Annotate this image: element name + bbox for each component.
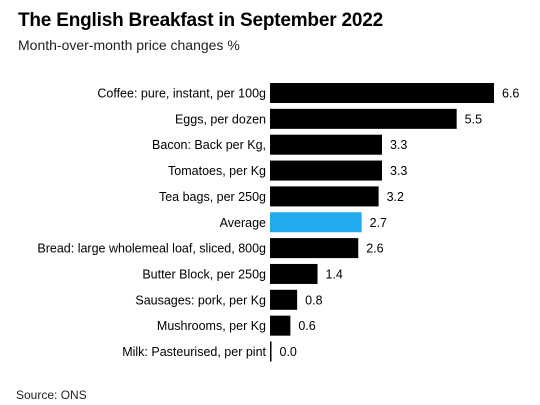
chart-subtitle: Month-over-month price changes % xyxy=(18,37,240,53)
category-label: Tomatoes, per Kg xyxy=(168,164,266,178)
value-label: 3.3 xyxy=(390,138,407,152)
category-label: Tea bags, per 250g xyxy=(159,190,266,204)
bar xyxy=(270,108,457,129)
bar xyxy=(270,341,272,362)
value-label: 2.6 xyxy=(366,242,383,256)
bar xyxy=(270,289,298,310)
bar xyxy=(270,238,359,259)
category-label: Sausages: pork, per Kg xyxy=(135,293,266,307)
value-label: 2.7 xyxy=(370,216,387,230)
value-label: 0.8 xyxy=(305,293,322,307)
value-label: 5.5 xyxy=(465,112,482,126)
category-label: Bacon: Back per Kg, xyxy=(152,138,266,152)
bar xyxy=(270,186,379,207)
bar xyxy=(270,134,382,155)
category-label: Mushrooms, per Kg xyxy=(157,319,266,333)
category-label: Butter Block, per 250g xyxy=(142,267,266,281)
value-label: 0.6 xyxy=(298,319,315,333)
value-label: 6.6 xyxy=(502,87,519,101)
category-label: Coffee: pure, instant, per 100g xyxy=(97,87,266,101)
source-note: Source: ONS xyxy=(16,388,87,402)
bar xyxy=(270,160,382,181)
chart-title: The English Breakfast in September 2022 xyxy=(18,10,383,31)
value-label: 1.4 xyxy=(326,267,343,281)
bar xyxy=(270,83,494,103)
bar xyxy=(270,315,291,336)
bar-highlight xyxy=(270,212,362,233)
category-label: Eggs, per dozen xyxy=(175,112,266,126)
value-label: 3.2 xyxy=(387,190,404,204)
bar xyxy=(270,263,318,284)
value-label: 0.0 xyxy=(280,345,297,359)
value-label: 3.3 xyxy=(390,164,407,178)
category-label: Milk: Pasteurised, per pint xyxy=(122,345,266,359)
category-label: Average xyxy=(220,216,266,230)
category-label: Bread: large wholemeal loaf, sliced, 800… xyxy=(37,242,266,256)
